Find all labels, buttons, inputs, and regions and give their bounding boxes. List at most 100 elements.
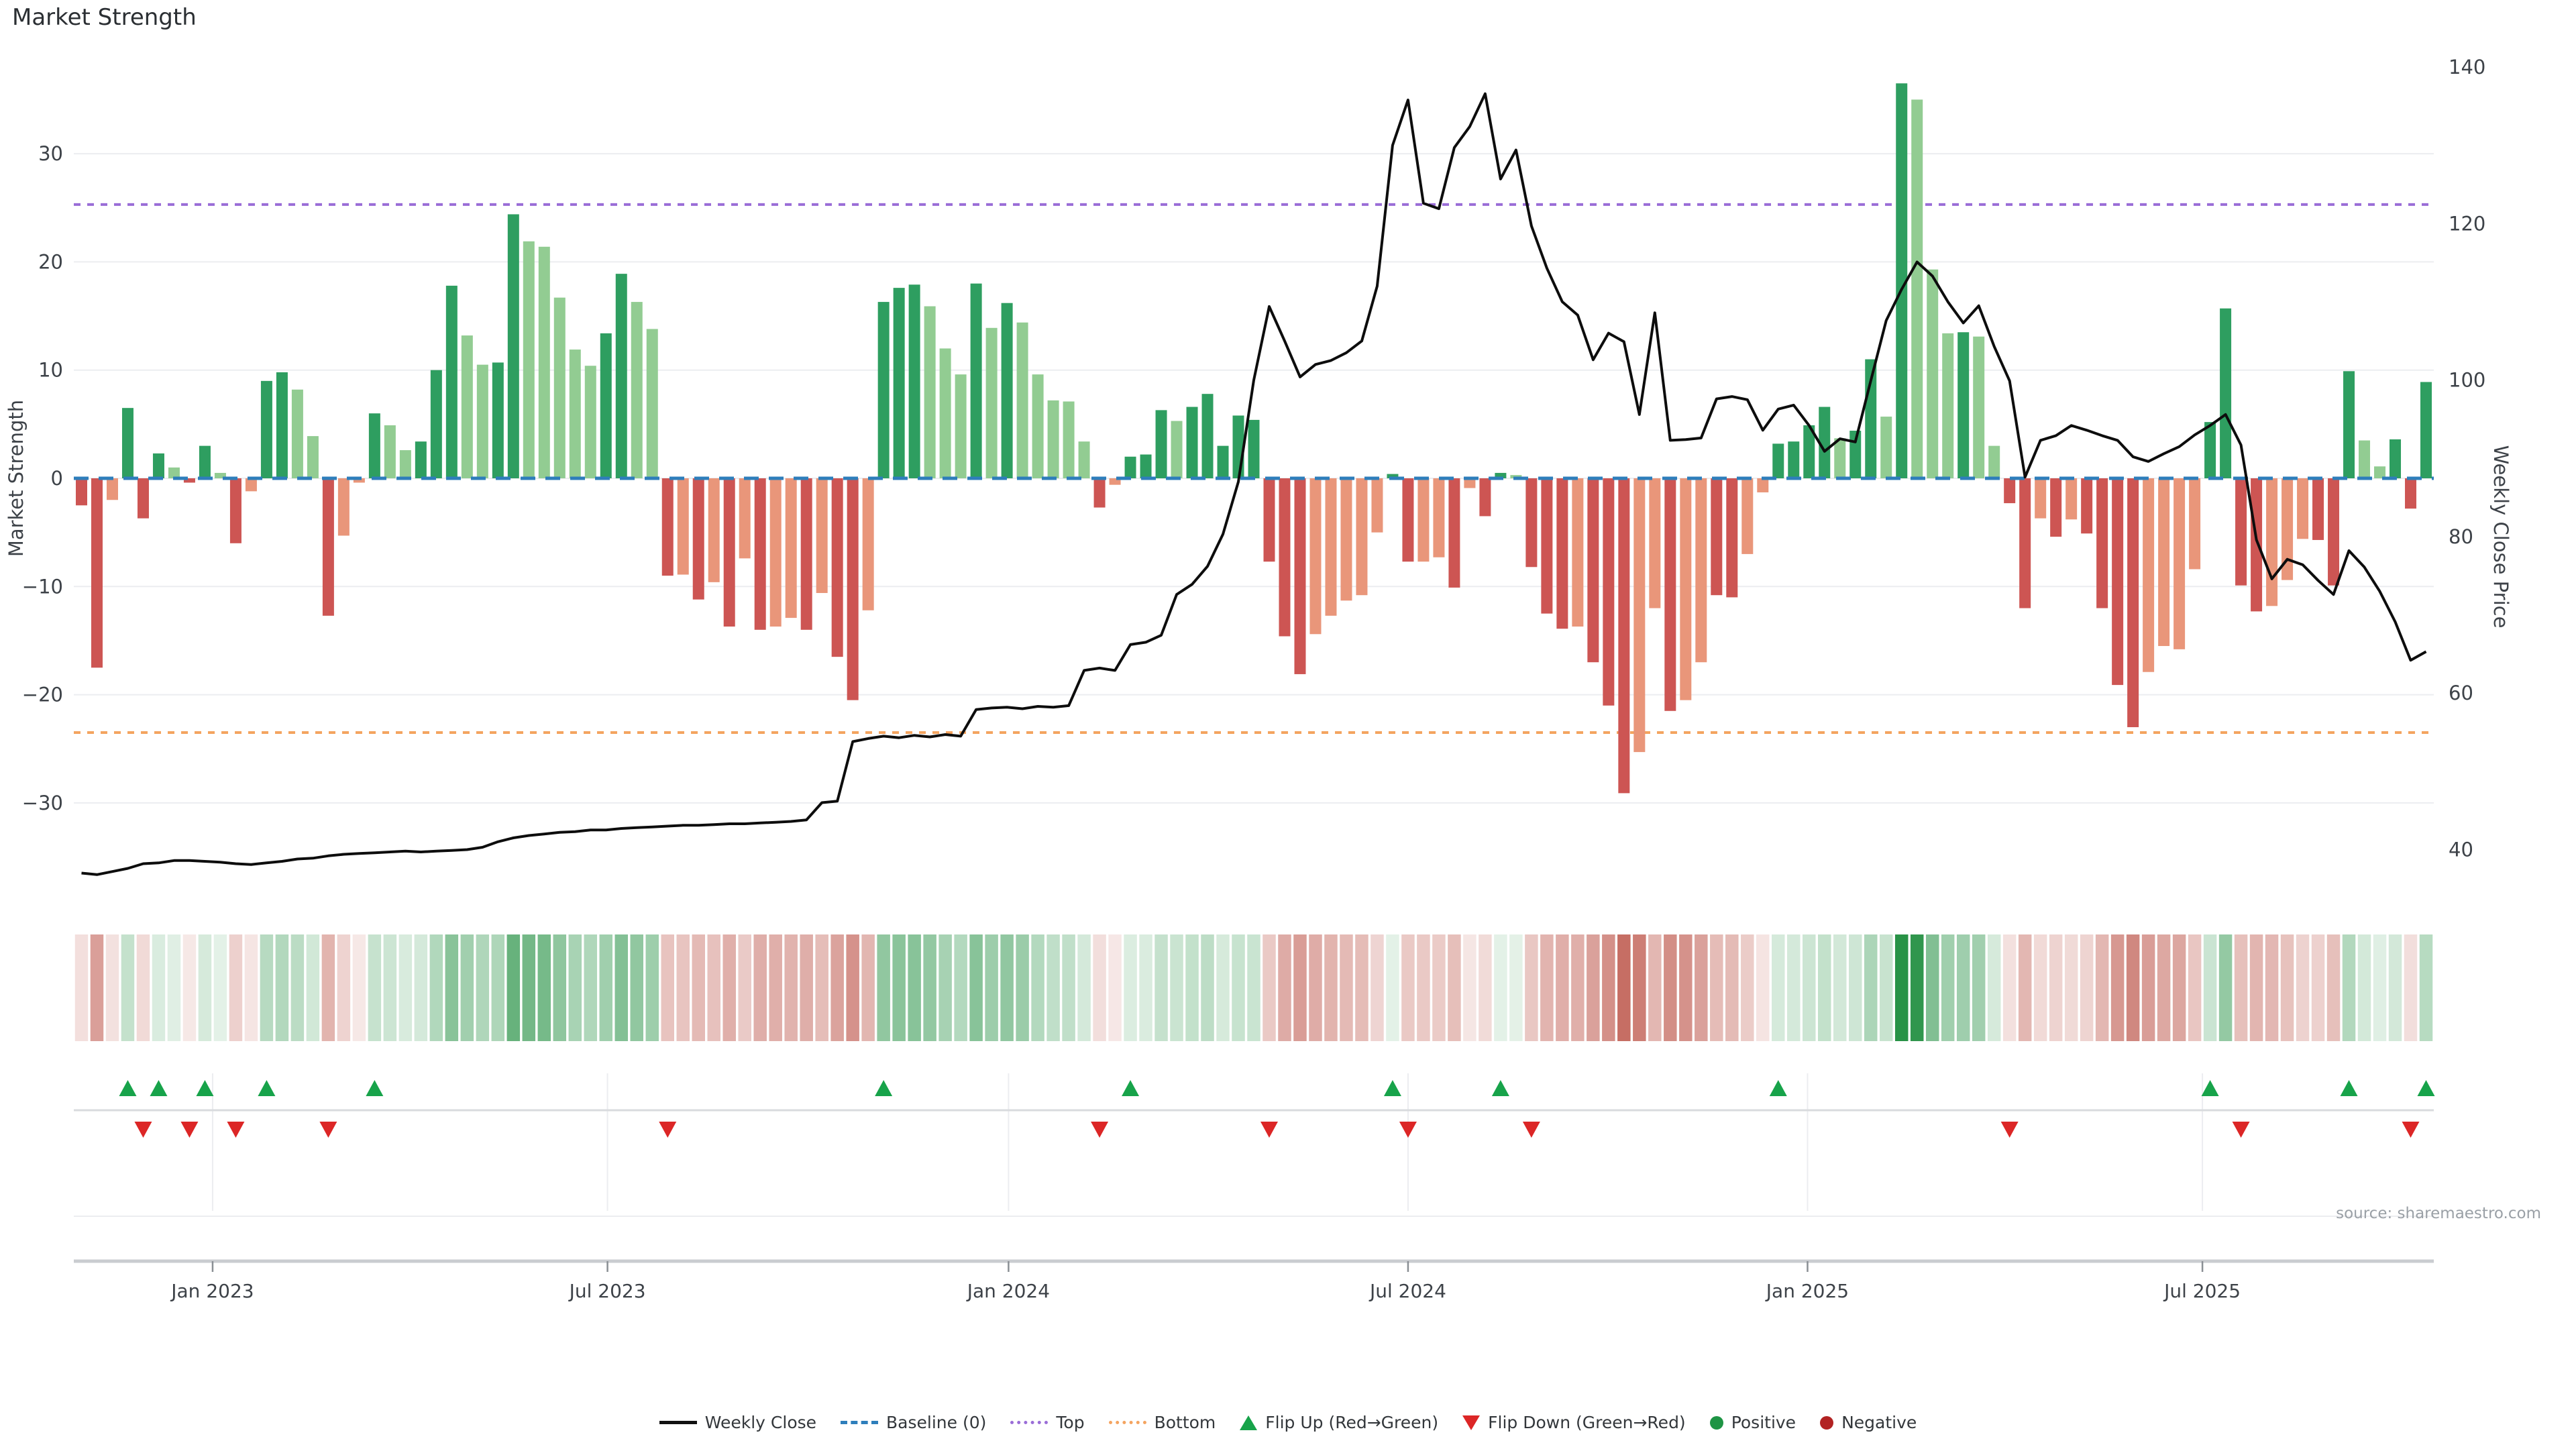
flip-up-marker	[1491, 1080, 1509, 1096]
strength-bar	[1495, 472, 1507, 478]
heatmap-cell	[1263, 934, 1276, 1041]
heatmap-cell	[1448, 934, 1461, 1041]
strength-bar	[368, 413, 380, 478]
strength-bar	[631, 302, 643, 478]
heatmap-cell	[167, 934, 181, 1041]
strength-bar	[276, 372, 288, 478]
strength-bar	[322, 478, 334, 616]
strength-bar	[1124, 456, 1136, 478]
strength-bar	[2019, 478, 2031, 608]
heatmap-cell	[1864, 934, 1878, 1041]
strength-bar	[415, 441, 427, 478]
heatmap-cell	[491, 934, 505, 1041]
right-axis-tick-label: 40	[2449, 839, 2473, 861]
flip-down-marker	[1091, 1122, 1109, 1138]
strength-bar	[877, 302, 890, 478]
heatmap-cell	[136, 934, 150, 1041]
flip-up-marker	[2201, 1080, 2219, 1096]
strength-bar	[708, 478, 720, 582]
heatmap-cell	[1633, 934, 1646, 1041]
heatmap-cell	[1787, 934, 1801, 1041]
line-swatch-icon	[659, 1421, 697, 1424]
heatmap-cell	[1401, 934, 1415, 1041]
strength-bar	[1957, 332, 1970, 478]
left-axis-tick-label: 0	[51, 467, 63, 490]
heatmap-cell	[1000, 934, 1014, 1041]
left-axis-tick-label: −10	[22, 575, 63, 598]
x-axis-tick-label: Jan 2025	[1765, 1280, 1849, 1302]
heatmap-cell	[2249, 934, 2263, 1041]
strength-bar	[2251, 478, 2263, 612]
legend-item-baseline-0: Baseline (0)	[841, 1413, 986, 1432]
heatmap-cell	[152, 934, 166, 1041]
strength-bar	[1973, 336, 1985, 478]
strength-bar	[1294, 478, 1306, 674]
strength-bar	[2297, 478, 2309, 539]
right-axis-tick-label: 140	[2449, 56, 2485, 78]
strength-bar	[1695, 478, 1707, 663]
strength-bar	[785, 478, 797, 619]
heatmap-cell	[1571, 934, 1585, 1041]
strength-bar	[553, 297, 566, 478]
strength-bar	[1541, 478, 1553, 614]
strength-bar	[2405, 478, 2417, 509]
x-axis-tick-label: Jul 2023	[568, 1280, 646, 1302]
strength-bar	[862, 478, 874, 610]
heatmap-cell	[1432, 934, 1446, 1041]
page-title: Market Strength	[12, 4, 197, 31]
heatmap-cell	[1386, 934, 1399, 1041]
legend-item-label: Weekly Close	[704, 1413, 817, 1432]
strength-bar	[2174, 478, 2186, 649]
strength-bar	[1248, 419, 1260, 478]
heatmap-cell	[2188, 934, 2202, 1041]
strength-bar	[1279, 478, 1291, 637]
legend-item-label: Positive	[1731, 1413, 1796, 1432]
heatmap-cell	[1031, 934, 1044, 1041]
heatmap-cell	[954, 934, 967, 1041]
dashed-swatch-icon	[841, 1421, 879, 1424]
legend-item-weekly-close: Weekly Close	[659, 1413, 816, 1432]
flip-down-marker	[2232, 1122, 2250, 1138]
heatmap-cell	[1818, 934, 1831, 1041]
heatmap-cell	[2126, 934, 2140, 1041]
heatmap-cell	[1077, 934, 1091, 1041]
strength-bar	[1402, 478, 1414, 562]
heatmap-cell	[522, 934, 536, 1041]
strength-bar	[1880, 417, 1892, 478]
strength-bar	[800, 478, 812, 630]
strength-bar	[183, 478, 195, 483]
right-axis-tick-label: 60	[2449, 682, 2473, 704]
heatmap-cell	[244, 934, 258, 1041]
heatmap-cell	[599, 934, 613, 1041]
heatmap-cell	[1185, 934, 1199, 1041]
strength-bar	[2112, 478, 2124, 686]
dotted-swatch-icon	[1010, 1421, 1049, 1424]
strength-bar	[1356, 478, 1368, 596]
flip-up-marker	[119, 1080, 137, 1096]
heatmap-cell	[630, 934, 644, 1041]
left-axis-tick-label: 20	[38, 250, 63, 273]
heatmap-cell	[584, 934, 598, 1041]
heatmap-cell	[476, 934, 490, 1041]
strength-bar	[2158, 478, 2170, 647]
flip-up-marker	[1122, 1080, 1140, 1096]
heatmap-cell	[1972, 934, 1986, 1041]
strength-bar	[384, 425, 396, 478]
strength-bar	[245, 478, 257, 492]
heatmap-cell	[2296, 934, 2310, 1041]
heatmap-cell	[800, 934, 813, 1041]
strength-bar	[2081, 478, 2093, 534]
heatmap-cell	[1587, 934, 1600, 1041]
heatmap-cell	[892, 934, 906, 1041]
strength-bar	[106, 478, 118, 500]
heatmap-cell	[460, 934, 474, 1041]
heatmap-cell	[738, 934, 751, 1041]
strength-bar	[1927, 269, 1939, 478]
left-axis-tick-label: −20	[22, 684, 63, 706]
legend-item-bottom: Bottom	[1108, 1413, 1216, 1432]
heatmap-cell	[2326, 934, 2341, 1041]
heatmap-cell	[1556, 934, 1569, 1041]
strength-bar	[1063, 401, 1075, 478]
legend-item-flip-down-green-red: Flip Down (Green→Red)	[1462, 1413, 1686, 1432]
